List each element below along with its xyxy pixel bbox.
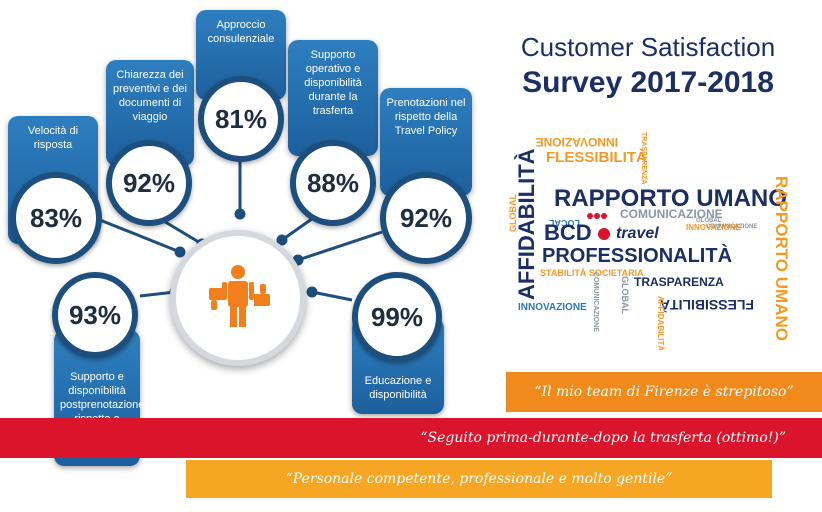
cloud-word: INNOVAZIONE — [536, 135, 618, 149]
metric-value: 92% — [106, 140, 192, 226]
cloud-word: GLOBAL — [508, 194, 518, 232]
metric-value: 88% — [290, 140, 376, 226]
bcd-travel-logo: BCD travel — [544, 213, 659, 245]
metric-label: Velocità di risposta — [27, 125, 79, 151]
person-icon — [222, 265, 254, 327]
cloud-word: STABILITÀ SOCIETARIA — [540, 268, 644, 278]
cloud-word: RAPPORTO UMANO — [772, 176, 791, 341]
metric-value: 83% — [10, 172, 102, 264]
quote-text: “Personale competente, professionale e m… — [285, 471, 673, 487]
quote-band-red: “Seguito prima-durante-dopo la trasferta… — [0, 418, 822, 458]
cloud-word: COMUNICAZIONE — [620, 207, 723, 221]
quote-text: “Il mio team di Firenze è strepitoso” — [534, 384, 794, 400]
title-line2: Survey 2017-2018 — [522, 66, 774, 99]
logo-sub: travel — [616, 225, 659, 242]
cloud-word: COMUNICAZIONE — [592, 272, 599, 332]
cloud-word: INNOVAZIONE — [518, 302, 587, 313]
cloud-word: GLOBAL — [696, 218, 722, 224]
quote-text: “Seguito prima-durante-dopo la trasferta… — [420, 430, 786, 446]
metric-value: 81% — [198, 76, 284, 162]
metric-label: Prenotazioni nel rispetto della Travel P… — [386, 97, 466, 137]
cloud-word: INNOVAZIONE — [686, 223, 742, 232]
metric-value: 93% — [52, 272, 138, 358]
metric-value: 99% — [352, 272, 442, 362]
metric-label: Chiarezza dei preventivi e dei documenti… — [113, 69, 187, 123]
cloud-word: RAPPORTO UMANO — [554, 185, 787, 212]
cloud-word: FLESSIBILITÀ — [660, 297, 754, 313]
cloud-word: AFFIDABILITÀ — [656, 296, 665, 350]
thumbs-up-icon — [254, 284, 270, 306]
metric-card: Chiarezza dei preventivi e dei documenti… — [106, 60, 194, 166]
quote-band-yellow: “Personale competente, professionale e m… — [186, 460, 772, 498]
central-hub — [170, 230, 306, 366]
cloud-word: FLESSIBILITÀ — [546, 149, 647, 166]
metric-label: Approccio consulenziale — [207, 19, 275, 45]
word-cloud: INNOVAZIONE FLESSIBILITÀ AFFIDABILITÀ RA… — [508, 132, 791, 350]
cloud-word: COMUNICAZIONE — [706, 224, 757, 230]
cloud-word: AFFIDABILITÀ — [514, 148, 539, 300]
metric-card: Supporto operativo e disponibilità duran… — [288, 40, 378, 156]
cloud-word: GLOBAL — [620, 276, 630, 314]
cloud-word: LOCAL — [549, 218, 580, 228]
metric-label: Supporto operativo e disponibilità duran… — [304, 49, 362, 117]
metric-value: 92% — [380, 172, 472, 264]
quote-band-orange: “Il mio team di Firenze è strepitoso” — [506, 372, 822, 412]
cloud-word: TRASPARENZA — [640, 132, 647, 184]
logo-text: BCD — [544, 220, 592, 245]
metric-label: Educazione e disponibilità — [364, 375, 432, 401]
cloud-word: PROFESSIONALITÀ — [542, 244, 732, 267]
cloud-word: TRASPARENZA — [634, 275, 724, 289]
title-line1: Customer Satisfaction — [520, 32, 776, 62]
